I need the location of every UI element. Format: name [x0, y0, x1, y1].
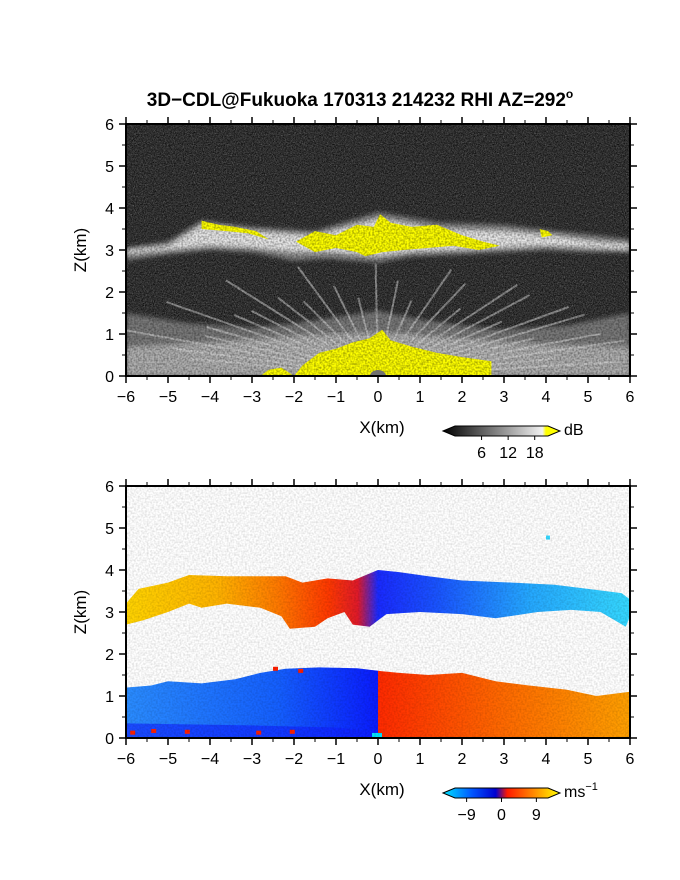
y-tick-label: 6: [105, 479, 114, 496]
colorbar-unit-superscript: −1: [585, 781, 598, 793]
y-tick-label: 3: [105, 243, 114, 260]
field-speckle: [126, 124, 630, 376]
x-tick-label: −3: [243, 751, 261, 768]
x-tick-label: −6: [117, 389, 135, 406]
colorbar-unit-base: ms: [564, 784, 585, 801]
y-tick-label: 4: [105, 201, 114, 218]
y-tick-label: 5: [105, 159, 114, 176]
y-axis-label: Z(km): [71, 228, 90, 272]
backscatter-panel: −6 −5 −4 −3 −2 −1 0 1 2 3 4 5 6 0 1 2 3 4 5 6 X(km) Z(km): [71, 117, 637, 437]
x-tick-label: −2: [285, 389, 303, 406]
chart-title: 3D−CDL@Fukuoka 170313 214232 RHI AZ=292o: [147, 87, 574, 111]
x-tick-label: 3: [500, 751, 509, 768]
x-tick-label: −2: [285, 751, 303, 768]
x-tick-label: 4: [542, 751, 551, 768]
colorbar-ramp: [441, 425, 562, 437]
y-tick-label: 6: [105, 117, 114, 134]
velocity-panel: −6 −5 −4 −3 −2 −1 0 1 2 3 4 5 6 0 1 2 3 4 5 6 X(km) Z(km): [71, 479, 637, 799]
x-tick-label: −5: [159, 389, 177, 406]
x-tick-label: 0: [374, 389, 383, 406]
colorbar-tick-label: 0: [497, 807, 506, 824]
colorbar-ramp: [441, 787, 562, 799]
intensity-colorbar: 6 12 18 dB: [441, 422, 584, 462]
y-axis-label: Z(km): [71, 590, 90, 634]
x-axis-label: X(km): [359, 780, 404, 799]
y-tick-label: 0: [105, 731, 114, 748]
x-tick-label: 5: [584, 389, 593, 406]
x-tick-label: −4: [201, 389, 219, 406]
x-tick-label: 5: [584, 751, 593, 768]
x-tick-label: 2: [458, 751, 467, 768]
colorbar-tick-label: 9: [532, 807, 541, 824]
colorbar-unit-base: dB: [564, 422, 584, 439]
axes: −6 −5 −4 −3 −2 −1 0 1 2 3 4 5 6 0 1 2 3 4 5 6 X(km) Z(km): [71, 117, 637, 437]
axes: −6 −5 −4 −3 −2 −1 0 1 2 3 4 5 6 0 1 2 3 4 5 6 X(km) Z(km): [71, 479, 637, 799]
y-tick-label: 1: [105, 689, 114, 706]
x-tick-label: −5: [159, 751, 177, 768]
y-tick-label: 1: [105, 327, 114, 344]
y-tick-label: 0: [105, 369, 114, 386]
colorbar-unit: ms−1: [564, 781, 598, 801]
field-speckle: [126, 486, 630, 738]
x-tick-label: −1: [327, 751, 345, 768]
colorbar-tick-label: 6: [477, 445, 486, 462]
x-tick-label: −4: [201, 751, 219, 768]
y-tick-label: 2: [105, 647, 114, 664]
y-tick-label: 5: [105, 521, 114, 538]
y-tick-label: 4: [105, 563, 114, 580]
velocity-colorbar: −9 0 9 ms−1: [441, 781, 598, 824]
x-tick-label: 6: [626, 389, 635, 406]
y-tick-label: 3: [105, 605, 114, 622]
colorbar-tick-label: −9: [458, 807, 476, 824]
x-tick-label: −6: [117, 751, 135, 768]
velocity-field: [126, 486, 630, 738]
colorbar-tick-label: 12: [499, 445, 517, 462]
radar-site-marker: [370, 370, 386, 376]
x-tick-label: 4: [542, 389, 551, 406]
chart-title-text: 3D−CDL@Fukuoka 170313 214232 RHI AZ=292o: [147, 87, 574, 111]
x-tick-label: 2: [458, 389, 467, 406]
x-tick-label: 1: [416, 389, 425, 406]
x-tick-label: −1: [327, 389, 345, 406]
intensity-field: [126, 124, 630, 376]
x-tick-label: 6: [626, 751, 635, 768]
x-tick-label: 1: [416, 751, 425, 768]
x-axis-label: X(km): [359, 418, 404, 437]
colorbar-unit: dB: [564, 422, 584, 439]
x-tick-label: 3: [500, 389, 509, 406]
y-tick-label: 2: [105, 285, 114, 302]
x-tick-label: 0: [374, 751, 383, 768]
x-tick-label: −3: [243, 389, 261, 406]
colorbar-tick-label: 18: [526, 445, 544, 462]
